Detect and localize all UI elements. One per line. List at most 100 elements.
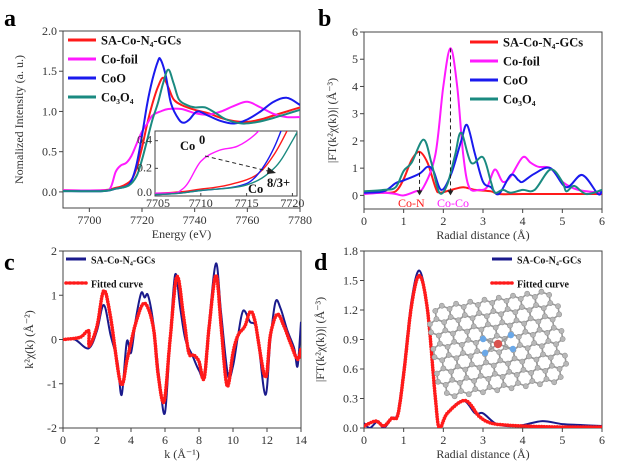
panel-c-fit-marker <box>166 357 171 361</box>
carbon-atom <box>544 329 551 336</box>
panel-c-fit-marker <box>221 344 225 349</box>
carbon-atom <box>522 383 529 390</box>
panel-c-fit-marker <box>170 307 175 312</box>
panel-c-fit-marker <box>203 367 208 372</box>
panel-d-fit-marker <box>404 352 408 357</box>
carbon-atom <box>546 292 553 298</box>
panel-c-fit-marker <box>219 328 224 333</box>
legend-label: CoO <box>101 72 126 86</box>
plot-frame <box>62 30 301 209</box>
carbon-atom <box>492 324 499 331</box>
legend-label: Co₃O₄ <box>101 91 134 105</box>
panel-d-fit-marker <box>405 339 410 344</box>
panel-c-fit-marker <box>153 339 157 343</box>
panel-d-fit-marker <box>433 396 438 401</box>
carbon-atom <box>499 319 506 326</box>
panel-d-fit-marker <box>430 360 435 365</box>
nitrogen-atom <box>481 349 489 357</box>
panel-c-fit-marker <box>217 297 221 302</box>
panel-c-fit-marker <box>184 333 188 338</box>
panel-c-fit-marker <box>217 295 221 299</box>
peak-label: Co-Co <box>437 196 469 210</box>
y-tick-label: 0.2 <box>137 160 152 174</box>
carbon-atom <box>549 362 555 369</box>
carbon-atom <box>512 309 519 316</box>
x-tick-label: 3 <box>480 433 486 447</box>
carbon-atom <box>459 341 465 348</box>
carbon-atom <box>451 393 458 400</box>
panel-c-fit-marker <box>165 375 169 379</box>
panel-d-fit-marker <box>506 423 510 428</box>
panel-c-fit-marker <box>112 338 116 343</box>
panel-c-fit-marker <box>163 390 168 395</box>
x-tick-label: 7740 <box>183 213 207 227</box>
carbon-atom <box>449 376 456 383</box>
panel-c-fit-marker <box>223 367 227 372</box>
carbon-atom <box>465 336 472 343</box>
panel-c-fit-marker <box>178 289 183 294</box>
carbon-atom <box>469 315 476 322</box>
carbon-atom <box>530 331 536 338</box>
panel-c-fit-marker <box>221 354 226 359</box>
legend-entry: SA-Co-N₄-GCs <box>492 256 581 267</box>
panel-c-fit-marker <box>184 331 188 335</box>
peak-label: Co-N <box>398 196 425 210</box>
panel-c-fit-marker <box>210 297 214 302</box>
panel-d-fit-marker <box>432 381 436 385</box>
y-tick-label: 1.5 <box>42 64 57 78</box>
y-tick-label: 0 <box>352 188 358 202</box>
legend-entry: SA-Co-N₄-GCs <box>68 34 181 48</box>
panel-d-fit-marker <box>432 378 436 383</box>
carbon-atom <box>480 389 486 396</box>
plot-frame <box>62 250 302 429</box>
panel-c-fit-marker <box>168 338 172 343</box>
panel-d-fit-marker <box>498 422 502 427</box>
legend-marker <box>498 281 502 285</box>
panel-a-series-coo <box>63 57 300 193</box>
x-tick-label: 2 <box>440 433 446 447</box>
carbon-atom <box>558 328 565 334</box>
panel-c-fit-marker <box>180 305 185 309</box>
panel-d-fit-marker <box>434 402 438 406</box>
carbon-atom <box>500 382 507 388</box>
carbon-atom <box>493 332 500 339</box>
carbon-atom <box>444 343 451 350</box>
y-tick-label: -2 <box>47 421 57 435</box>
carbon-atom <box>445 352 452 358</box>
panel-d-fit-marker <box>435 412 439 417</box>
carbon-atom <box>525 353 532 360</box>
x-tick-label: 7705 <box>146 196 170 210</box>
panel-c-fit-marker <box>207 326 211 330</box>
carbon-atom <box>476 364 483 371</box>
carbon-atom <box>442 327 449 334</box>
panel-d-fit-marker <box>431 368 435 372</box>
panel-d-fit-marker <box>435 417 440 422</box>
legend-marker <box>64 281 68 285</box>
panel-c-fit-marker <box>153 344 158 348</box>
carbon-atom <box>557 374 564 380</box>
x-tick-label: 2 <box>94 433 100 447</box>
legend-entry: Co-foil <box>470 55 540 69</box>
panel-c-fit-marker <box>217 302 222 307</box>
x-tick-label: 5 <box>559 214 565 228</box>
carbon-atom <box>517 342 523 348</box>
legend-marker <box>494 281 498 285</box>
carbon-atom <box>555 303 561 310</box>
legend-entry: Fitted curve <box>64 280 143 291</box>
panel-d-fit-marker <box>599 425 602 428</box>
y-tick-label: 1.0 <box>42 104 57 118</box>
carbon-atom <box>475 302 481 308</box>
x-tick-label: 6 <box>599 433 605 447</box>
panel-c-fit-marker <box>267 346 271 350</box>
carbon-atom <box>453 355 460 362</box>
panel-d-fit-marker <box>407 318 412 323</box>
panel-c-fit-marker <box>206 331 211 336</box>
panel-c-fit-marker <box>166 362 170 366</box>
x-tick-label: 7780 <box>288 213 312 227</box>
panel-c-fit-marker <box>265 369 269 374</box>
panel-c-fit-marker <box>219 323 223 328</box>
carbon-atom <box>495 294 502 301</box>
legend-marker <box>84 281 88 285</box>
carbon-atom <box>450 330 456 337</box>
panel-c-fit-marker <box>179 297 184 302</box>
